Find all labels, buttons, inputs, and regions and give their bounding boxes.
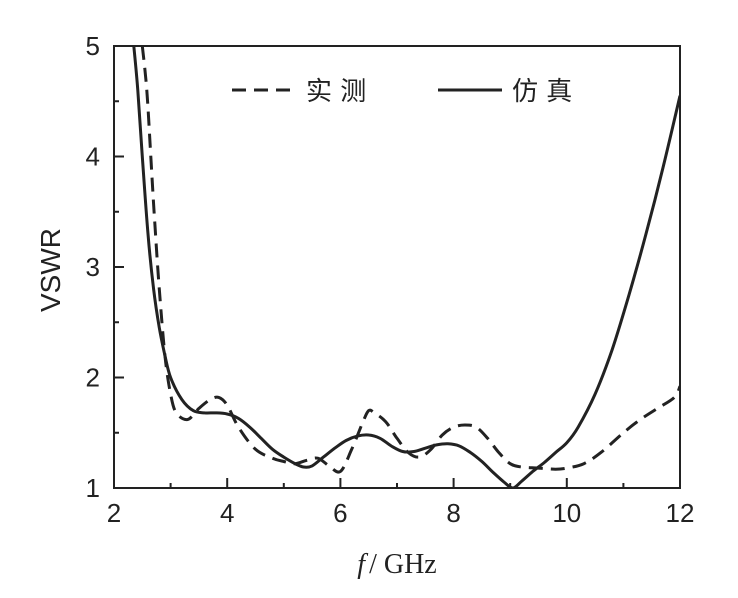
legend-label-measured: 实 测 [306,77,366,107]
x-tick-labels: 2 4 6 8 10 12 [107,498,695,528]
x-tick-label: 2 [107,498,121,528]
x-tick-label: 12 [666,498,695,528]
x-tick-label: 4 [220,498,234,528]
y-tick-label: 3 [86,252,100,282]
y-tick-labels: 1 2 3 4 5 [86,31,100,503]
y-tick-label: 1 [86,473,100,503]
x-tick-label: 6 [333,498,347,528]
y-tick-label: 2 [86,363,100,393]
axis-ticks [113,45,681,489]
x-tick-label: 8 [446,498,460,528]
legend-label-simulated: 仿 真 [512,77,572,107]
y-axis-label: VSWR [35,228,66,312]
x-axis-label-unit: / GHz [369,549,437,580]
series-layer [132,46,680,488]
series-line-simulated [132,46,680,488]
y-tick-label: 5 [86,31,100,61]
series-line-measured [140,46,680,474]
y-tick-label: 4 [86,142,100,172]
x-tick-label: 10 [552,498,581,528]
x-axis-label-symbol: f [357,549,368,580]
legend: 实 测 仿 真 [232,77,572,107]
plot-area-frame [113,45,681,489]
x-axis-label: f / GHz [357,549,436,580]
